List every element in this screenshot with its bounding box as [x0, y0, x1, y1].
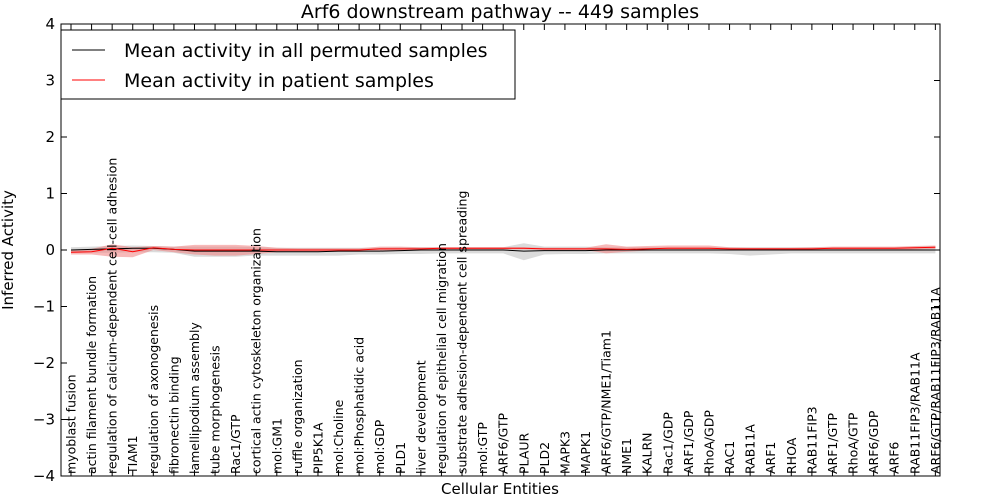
x-tick-label: fibronectin binding [166, 356, 181, 474]
y-tick-label: −4 [33, 467, 55, 485]
x-tick-label: RHOA [784, 437, 799, 474]
x-tick-label: ruffle organization [290, 359, 305, 474]
series-line-1 [70, 247, 936, 253]
x-tick-label: ARF1 [763, 442, 778, 474]
series-line-2 [70, 246, 936, 253]
confidence-bands [71, 243, 936, 261]
x-tick-label: regulation of calcium-dependent cell-cel… [105, 158, 120, 474]
x-tick-label: MAPK1 [578, 431, 593, 474]
y-axis-label: Inferred Activity [0, 190, 17, 310]
x-tick-label: RhoA/GTP [846, 412, 861, 474]
legend-label-2: Mean activity in patient samples [124, 70, 434, 92]
x-tick-label: cortical actin cytoskeleton organization [249, 228, 264, 474]
x-tick-label: mol:GM1 [269, 418, 284, 474]
x-tick-label: mol:Choline [331, 399, 346, 474]
y-tick-label: 0 [45, 241, 55, 259]
x-tick-label: regulation of epithelial cell migration [434, 243, 449, 474]
x-tick-label: ARF6 [887, 442, 902, 474]
x-tick-label: ARF6/GTP/RAB11FIP3/RAB11A [928, 287, 943, 474]
x-tick-label: ARF1/GTP [825, 413, 840, 474]
x-tick-label: mol:GTP [475, 422, 490, 474]
legend-label-1: Mean activity in all permuted samples [124, 40, 487, 62]
x-tick-label: mol:GDP [372, 419, 387, 474]
x-tick-label: KALRN [640, 432, 655, 474]
x-tick-label: RhoA/GDP [701, 410, 716, 474]
x-tick-label: mol:Phosphatidic acid [352, 337, 367, 474]
x-tick-label: ARF1/GDP [681, 410, 696, 474]
x-tick-label: NME1 [619, 438, 634, 474]
y-axis: −4 −3 −2 −1 0 1 2 3 4 [33, 15, 940, 485]
x-tick-label: MAPK3 [557, 431, 572, 474]
x-tick-label: Rac1/GTP [228, 414, 243, 474]
x-tick-label: Rac1/GDP [660, 412, 675, 474]
x-tick-label: ARF6/GDP [866, 410, 881, 474]
y-tick-label: 2 [45, 128, 55, 146]
x-tick-label: RAB11FIP3/RAB11A [907, 352, 922, 474]
y-tick-label: 4 [45, 15, 55, 33]
x-tick-label: lamellipodium assembly [187, 322, 202, 474]
x-axis: myoblast fusion actin filament bundle for… [64, 24, 943, 476]
legend: Mean activity in all permuted samples Mea… [60, 29, 516, 100]
y-tick-label: −3 [33, 411, 55, 429]
x-tick-label: myoblast fusion [64, 374, 79, 474]
x-tick-label: regulation of axonogenesis [146, 305, 161, 474]
y-tick-label: 1 [45, 185, 55, 203]
y-tick-label: 3 [45, 72, 55, 90]
x-tick-label: TIAM1 [125, 435, 140, 475]
x-tick-label: RAC1 [722, 441, 737, 474]
x-tick-label: PLD1 [393, 442, 408, 474]
legend-box [60, 29, 516, 100]
x-tick-label: RAB11FIP3 [804, 406, 819, 474]
series-lines [70, 246, 936, 253]
x-tick-label: substrate adhesion-dependent cell spread… [455, 191, 470, 474]
x-axis-label: Cellular Entities [441, 480, 559, 498]
x-tick-label: PLAUR [516, 433, 531, 474]
x-tick-label: RAB11A [743, 424, 758, 474]
x-tick-label: PIP5K1A [310, 422, 325, 474]
y-tick-label: −2 [33, 354, 55, 372]
chart-title: Arf6 downstream pathway -- 449 samples [301, 1, 699, 23]
x-tick-label: actin filament bundle formation [84, 276, 99, 474]
x-tick-label: tube morphogenesis [208, 345, 223, 474]
y-tick-label: −1 [33, 298, 55, 316]
series-band-2 [71, 244, 936, 258]
x-tick-label: PLD2 [537, 442, 552, 474]
x-tick-label: liver development [413, 360, 428, 474]
x-tick-label: ARF6/GTP [496, 413, 511, 474]
x-tick-label: ARF6/GTP/NME1/Tiam1 [599, 330, 614, 474]
